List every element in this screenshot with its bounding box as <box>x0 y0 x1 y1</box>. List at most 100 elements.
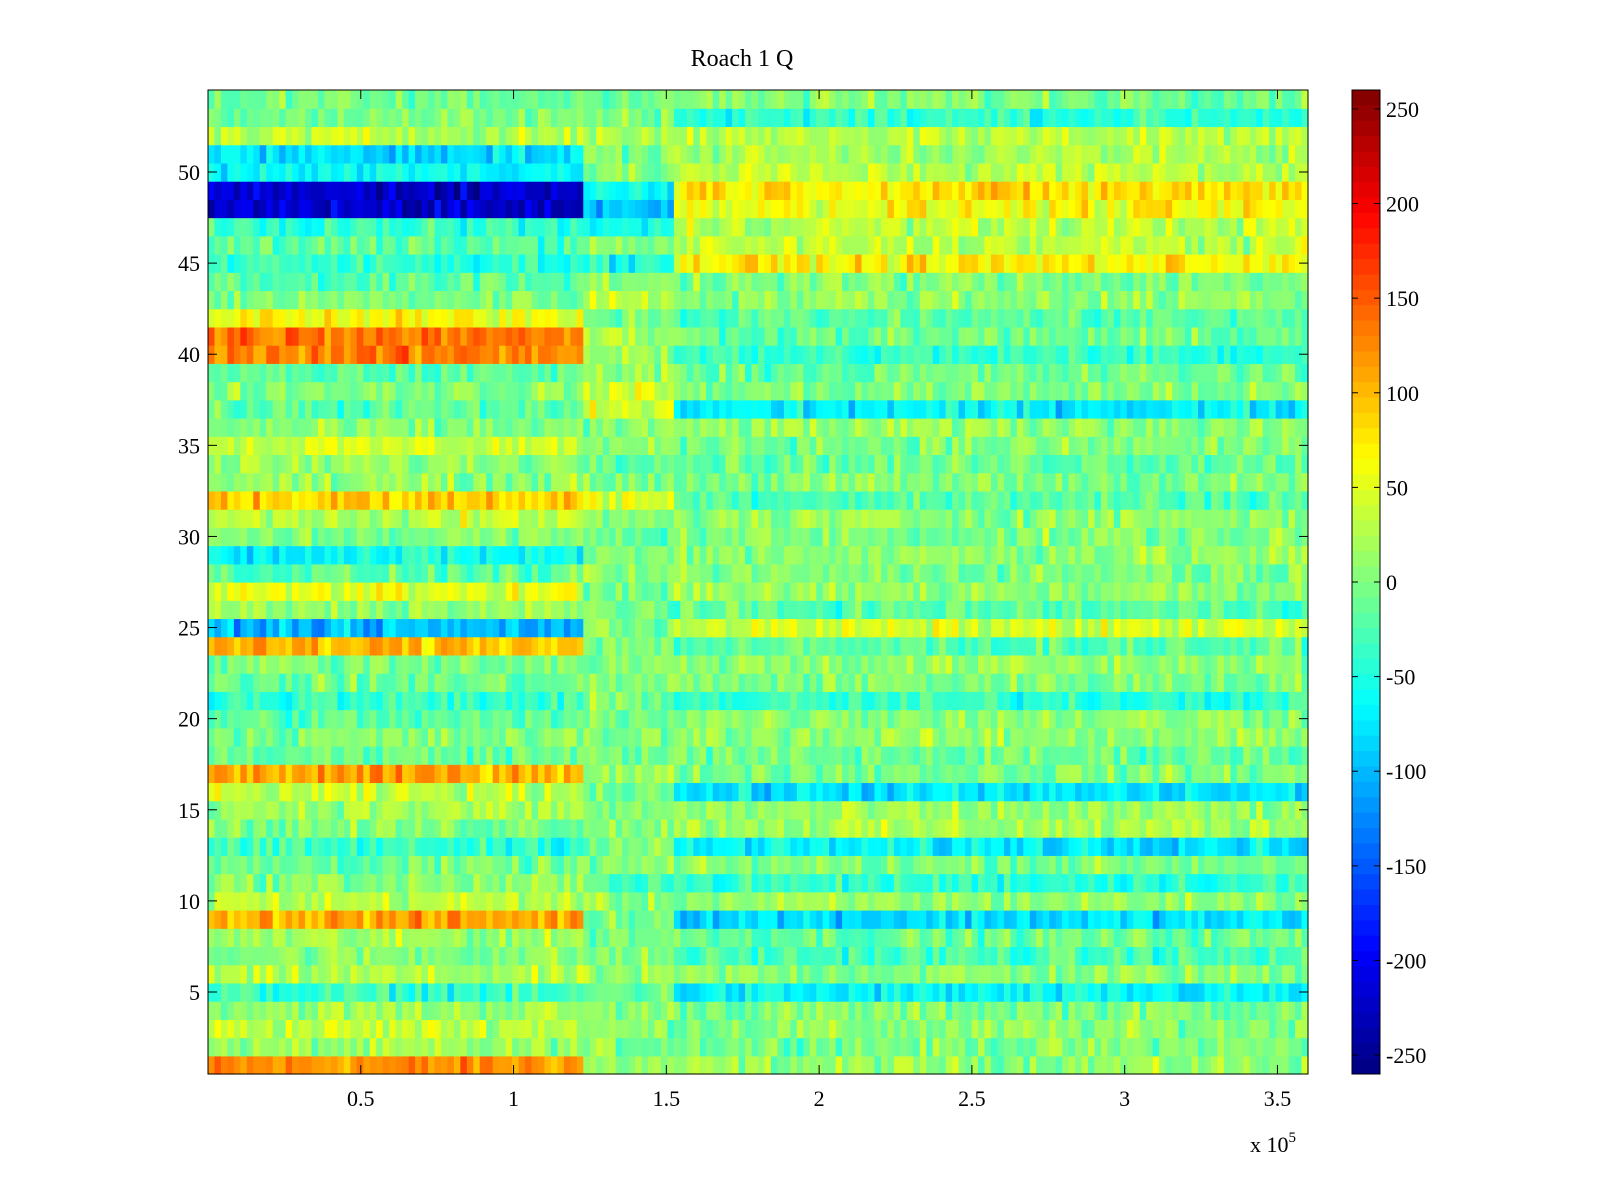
heatmap-cell <box>318 727 326 747</box>
heatmap-cell <box>1100 600 1109 620</box>
heatmap-cell <box>609 673 617 692</box>
heatmap-cell <box>324 782 332 802</box>
heatmap-cell <box>764 764 772 784</box>
heatmap-cell <box>531 982 539 1002</box>
heatmap-cell <box>706 928 714 948</box>
heatmap-cell <box>1029 1037 1037 1057</box>
heatmap-cell <box>997 910 1005 929</box>
heatmap-cell <box>518 582 526 601</box>
heatmap-cell <box>233 691 241 711</box>
heatmap-cell <box>1282 891 1290 911</box>
heatmap-cell <box>356 764 364 784</box>
heatmap-cell <box>1094 891 1102 911</box>
heatmap-cell <box>1301 563 1309 583</box>
heatmap-cell <box>531 709 539 729</box>
heatmap-cell <box>1295 545 1303 565</box>
heatmap-cell <box>447 837 455 856</box>
heatmap-cell <box>246 582 254 601</box>
heatmap-cell <box>984 946 992 966</box>
heatmap-cell <box>421 582 429 601</box>
heatmap-cell <box>563 691 571 711</box>
heatmap-cell <box>952 691 960 711</box>
heatmap-cell <box>874 654 882 674</box>
heatmap-cell <box>1198 964 1206 984</box>
heatmap-cell <box>693 782 701 802</box>
heatmap-cell <box>518 1037 526 1057</box>
heatmap-cell <box>428 600 436 620</box>
heatmap-cell <box>835 618 843 638</box>
heatmap-cell <box>246 636 254 656</box>
heatmap-cell <box>654 946 662 966</box>
heatmap-cell <box>1075 764 1083 784</box>
heatmap-cell <box>783 946 791 966</box>
heatmap-cell <box>693 582 701 601</box>
heatmap-cell <box>447 563 455 583</box>
heatmap-cell <box>1165 764 1173 784</box>
heatmap-cell <box>1023 855 1031 875</box>
heatmap-cell <box>298 582 306 601</box>
heatmap-cell <box>1120 891 1128 911</box>
heatmap-cell <box>919 600 927 620</box>
heatmap-cell <box>667 691 675 711</box>
heatmap-cell <box>356 1037 364 1057</box>
heatmap-cell <box>596 818 604 838</box>
heatmap-cell <box>1210 910 1219 929</box>
heatmap-cell <box>479 1019 487 1039</box>
heatmap-cell <box>596 691 604 711</box>
heatmap-cell <box>220 946 229 966</box>
heatmap-cell <box>272 1037 280 1057</box>
heatmap-cell <box>816 1019 824 1039</box>
heatmap-cell <box>952 563 960 583</box>
heatmap-cell <box>880 563 889 583</box>
heatmap-cell <box>1165 910 1173 929</box>
heatmap-cell <box>1172 545 1180 565</box>
heatmap-cell <box>525 837 533 856</box>
heatmap-cell <box>1100 782 1109 802</box>
heatmap-cell <box>874 764 882 784</box>
heatmap-cell <box>1243 1055 1251 1075</box>
heatmap-cell <box>913 1037 921 1057</box>
heatmap-cell <box>1088 563 1096 583</box>
heatmap-cell <box>1094 1055 1102 1075</box>
heatmap-cell <box>796 982 804 1002</box>
heatmap-cell <box>893 837 901 856</box>
heatmap-cell <box>279 1001 287 1020</box>
heatmap-cell <box>1243 837 1251 856</box>
heatmap-cell <box>648 800 656 820</box>
heatmap-cell <box>939 1001 947 1020</box>
heatmap-cell <box>822 1055 830 1075</box>
heatmap-cell <box>505 764 513 784</box>
heatmap-cell <box>479 691 487 711</box>
heatmap-cell <box>596 636 604 656</box>
heatmap-cell <box>764 1037 772 1057</box>
heatmap-cell <box>298 928 306 948</box>
heatmap-cell <box>770 600 779 620</box>
heatmap-cell <box>945 1019 953 1039</box>
heatmap-cell <box>1146 618 1154 638</box>
heatmap-cell <box>440 1019 449 1039</box>
heatmap-cell <box>208 673 216 692</box>
heatmap-cell <box>1295 764 1303 784</box>
heatmap-cell <box>1217 873 1225 893</box>
heatmap-cell <box>389 800 397 820</box>
heatmap-cell <box>208 764 216 784</box>
heatmap-cell <box>706 782 714 802</box>
heatmap-cell <box>1236 964 1244 984</box>
heatmap-cell <box>337 982 345 1002</box>
heatmap-cell <box>525 563 533 583</box>
heatmap-cell <box>1094 746 1102 765</box>
heatmap-cell <box>324 545 332 565</box>
heatmap-cell <box>1185 800 1193 820</box>
heatmap-cell <box>984 782 992 802</box>
heatmap-cell <box>1081 891 1089 911</box>
heatmap-cell <box>1016 545 1024 565</box>
heatmap-cell <box>369 837 377 856</box>
heatmap-cell <box>1249 654 1257 674</box>
heatmap-cell <box>829 946 837 966</box>
heatmap-cell <box>227 1001 235 1020</box>
heatmap-cell <box>544 1055 552 1075</box>
heatmap-cell <box>208 582 216 601</box>
heatmap-cell <box>932 1019 940 1039</box>
heatmap-cell <box>415 600 423 620</box>
heatmap-cell <box>1269 800 1277 820</box>
